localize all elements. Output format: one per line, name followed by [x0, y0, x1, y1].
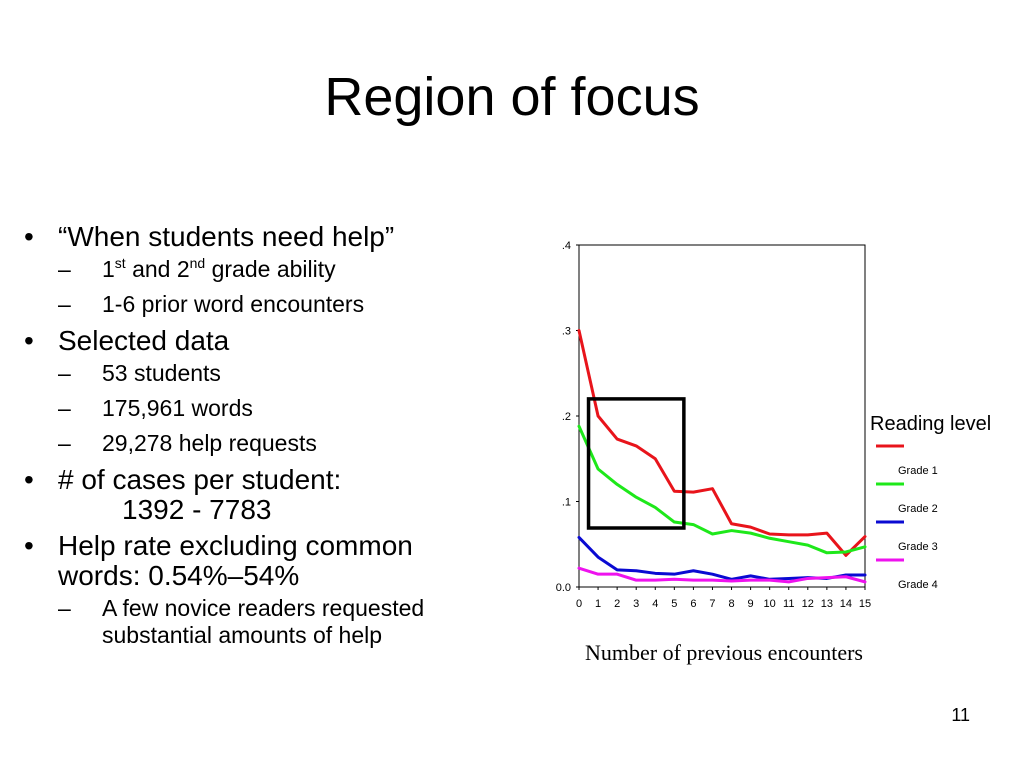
sub-bullet-item: – A few novice readers requested substant… [58, 595, 425, 648]
x-tick-label: 6 [690, 598, 696, 610]
bullet-dot-icon: • [24, 464, 34, 495]
x-tick-label: 8 [728, 598, 734, 610]
x-tick-label: 2 [614, 598, 620, 610]
x-tick-label: 10 [764, 598, 776, 610]
plot-frame [578, 244, 866, 588]
bullet-continuation: 1392 - 7783 [122, 494, 272, 525]
sub-bullet-list: – A few novice readers requested substant… [58, 595, 492, 649]
x-tick-label: 14 [840, 598, 852, 610]
y-tick-label: 0.0 [556, 582, 571, 594]
bullet-item: • Help rate excluding common words: 0.54%… [22, 531, 492, 649]
dash-icon: – [58, 395, 71, 421]
dash-icon: – [58, 430, 71, 456]
x-tick-label: 5 [671, 598, 677, 610]
x-tick-label: 13 [821, 598, 833, 610]
y-tick-label: .1 [562, 497, 571, 509]
sub-bullet-item: –29,278 help requests [58, 430, 317, 456]
sub-bullet-item: –175,961 words [58, 395, 253, 421]
bullet-text: # of cases per student: [58, 464, 342, 495]
y-tick-label: .4 [562, 240, 571, 252]
x-tick-label: 9 [748, 598, 754, 610]
sub-bullet-list: –53 students –175,961 words –29,278 help r… [58, 360, 492, 457]
bullet-text: “When students need help” [58, 221, 395, 252]
legend-label: Grade 1 [898, 465, 938, 477]
dash-icon: – [58, 256, 71, 282]
sub-bullet-list: –1st and 2nd grade ability –1-6 prior wor… [58, 256, 492, 318]
x-tick-label: 3 [633, 598, 639, 610]
bullet-dot-icon: • [24, 325, 34, 356]
x-tick-label: 15 [859, 598, 871, 610]
x-tick-label: 0 [576, 598, 582, 610]
x-tick-label: 4 [652, 598, 658, 610]
bullet-text: Selected data [58, 325, 230, 356]
bullet-item: • “When students need help” –1st and 2nd g… [22, 222, 492, 318]
y-tick-label: .3 [562, 326, 571, 338]
bullet-text: Help rate excluding common words: 0.54%–… [58, 530, 413, 591]
bullet-item: • # of cases per student: 1392 - 7783 [22, 465, 492, 525]
x-tick-label: 11 [783, 598, 794, 610]
legend-title: Reading level [870, 413, 991, 435]
sub-bullet-item: –53 students [58, 360, 221, 386]
bullet-dot-icon: • [24, 221, 34, 252]
page-number: 11 [951, 705, 970, 725]
sub-bullet-item: –1-6 prior word encounters [58, 291, 365, 317]
x-tick-label: 12 [802, 598, 814, 610]
slide-title: Region of focus [324, 67, 700, 127]
dash-icon: – [58, 291, 71, 317]
x-axis-label: Number of previous encounters [585, 640, 863, 665]
series-line [577, 566, 867, 584]
series-line [577, 329, 867, 557]
bullet-item: • Selected data –53 students –175,961 words… [22, 326, 492, 457]
sub-bullet-item: –1st and 2nd grade ability [58, 255, 336, 282]
x-tick-label: 1 [595, 598, 601, 610]
series-line [577, 535, 867, 581]
legend-label: Grade 4 [898, 579, 938, 591]
highlight-box [586, 397, 686, 530]
y-tick-label: .2 [562, 411, 571, 423]
x-tick-label: 7 [709, 598, 715, 610]
dash-icon: – [58, 595, 71, 621]
dash-icon: – [58, 360, 71, 386]
bullet-dot-icon: • [24, 530, 34, 561]
bullet-list: • “When students need help” –1st and 2nd g… [22, 222, 492, 657]
series-line [577, 424, 867, 555]
legend-label: Grade 3 [898, 541, 938, 553]
legend-label: Grade 2 [898, 503, 938, 515]
